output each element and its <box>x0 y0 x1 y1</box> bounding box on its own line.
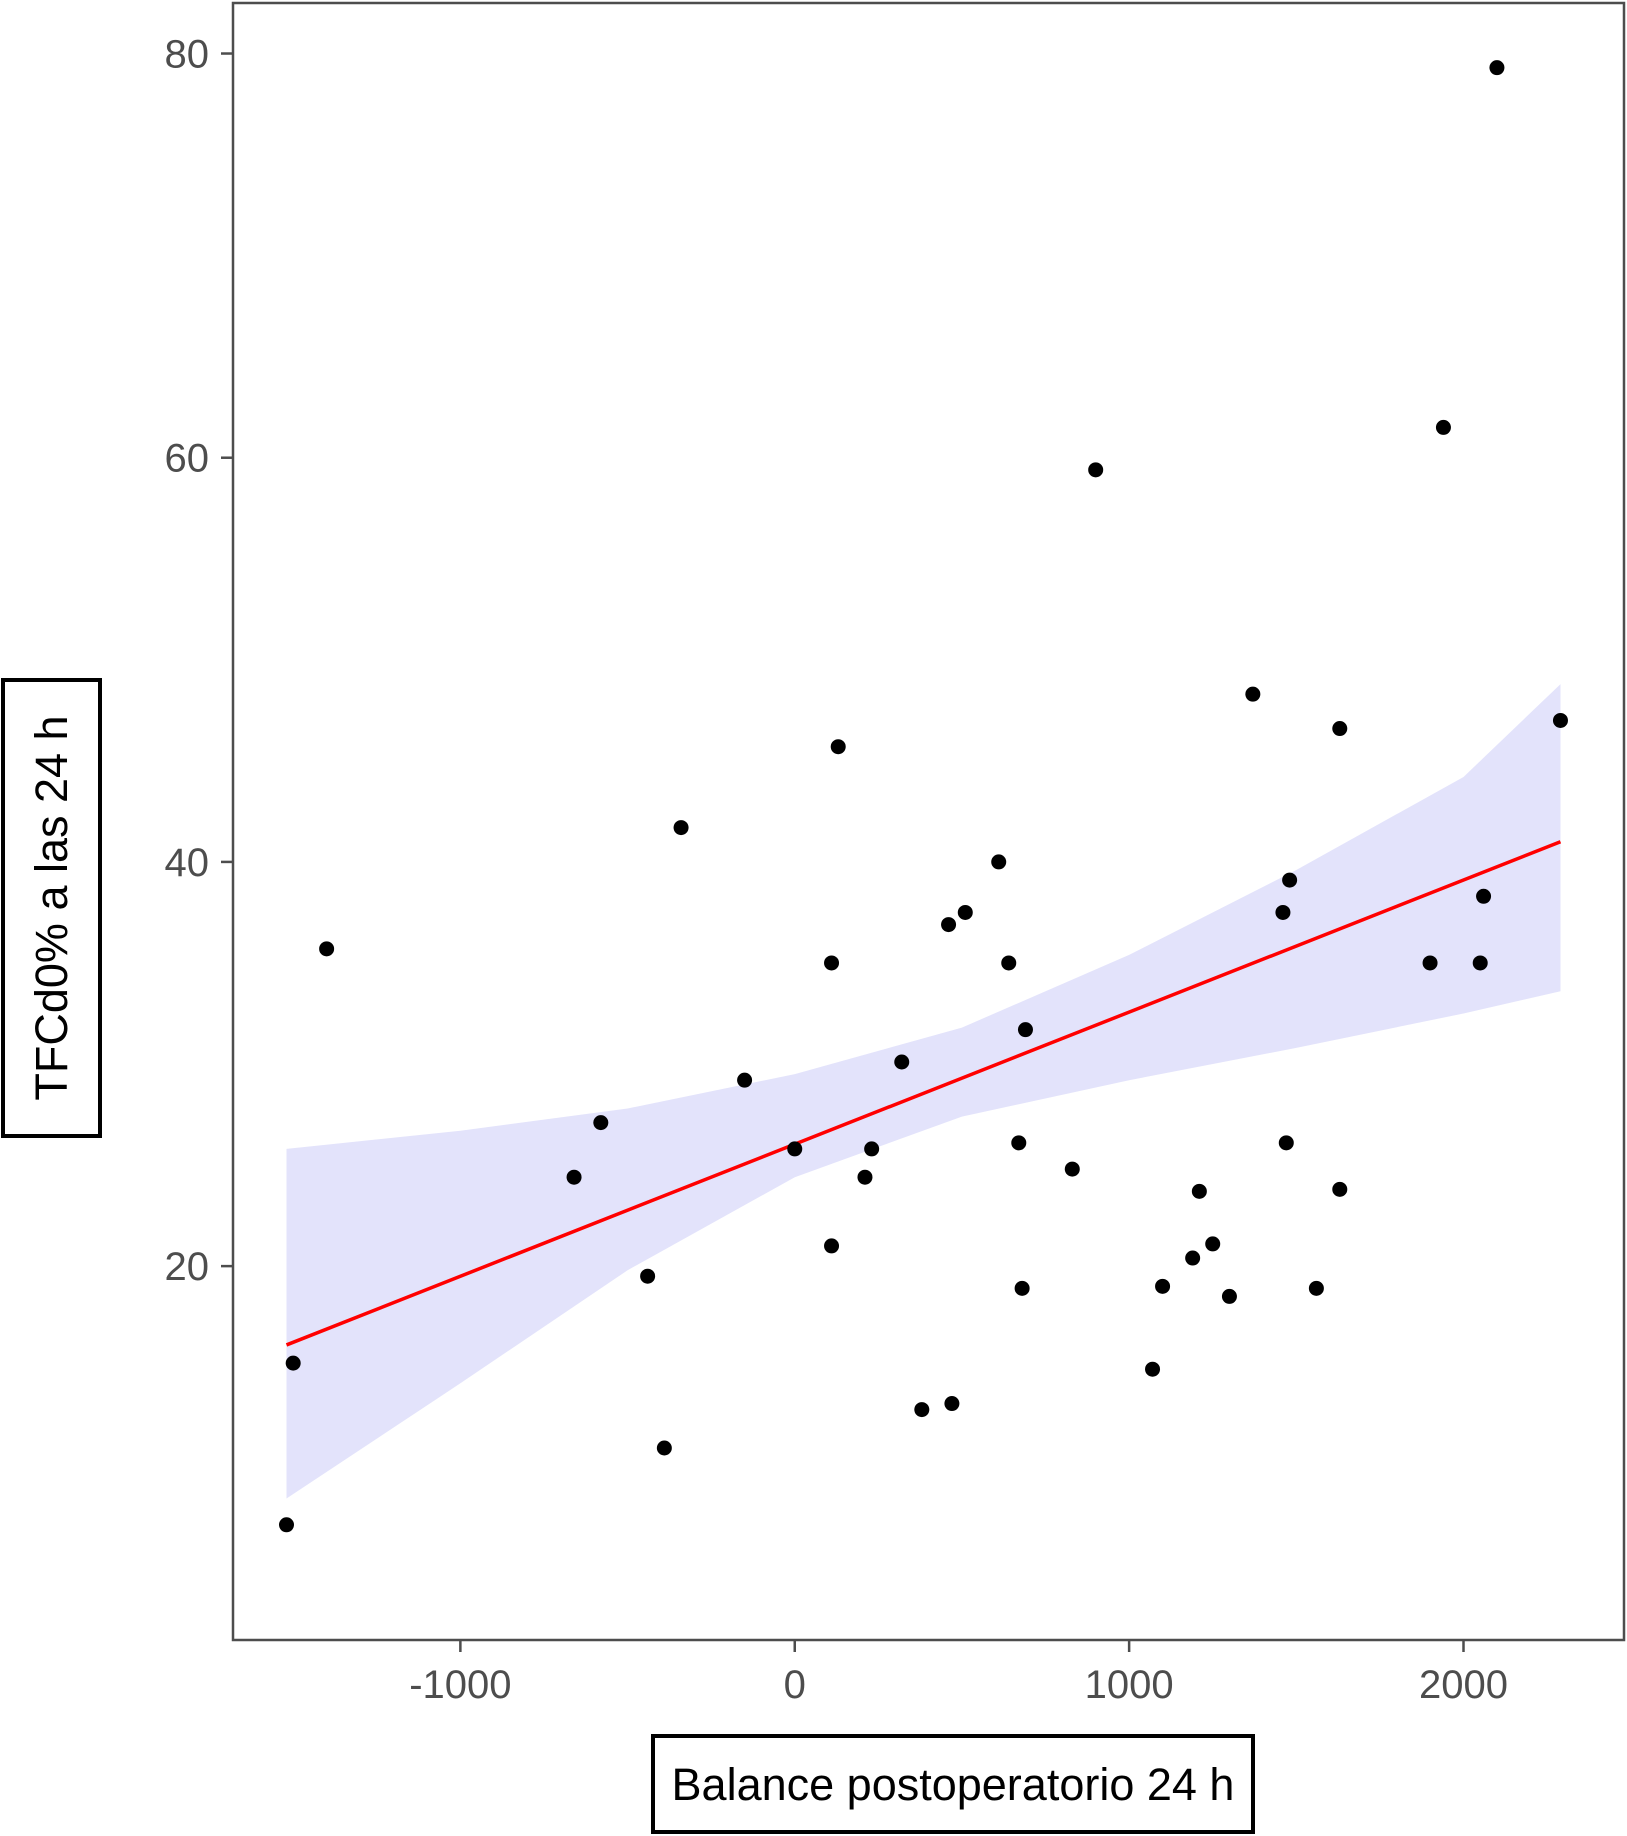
data-point <box>1064 1161 1080 1177</box>
data-point <box>1017 1022 1033 1038</box>
data-point <box>1308 1280 1324 1296</box>
data-point <box>1145 1361 1161 1377</box>
data-point <box>830 739 846 755</box>
data-point <box>1014 1280 1030 1296</box>
data-point <box>1001 955 1017 971</box>
x-tick-label: -1000 <box>409 1663 511 1707</box>
data-point <box>1332 721 1348 737</box>
data-point <box>894 1054 910 1070</box>
data-point <box>957 904 973 920</box>
data-point <box>1275 904 1291 920</box>
data-point <box>914 1402 930 1418</box>
y-axis-title-box: TFCd0% a las 24 h <box>1 678 102 1138</box>
data-point <box>864 1141 880 1157</box>
data-point <box>1552 712 1568 728</box>
x-tick-label: 0 <box>784 1663 806 1707</box>
data-point <box>640 1268 656 1284</box>
x-axis: -1000 0 1000 2000 <box>409 1640 1508 1707</box>
data-point <box>1185 1250 1201 1266</box>
y-tick-label: 20 <box>165 1245 210 1289</box>
data-points-layer <box>279 60 1568 1533</box>
y-tick-label: 80 <box>165 33 210 77</box>
data-point <box>1191 1183 1207 1199</box>
data-point <box>824 955 840 971</box>
data-point <box>1472 955 1488 971</box>
data-point <box>941 917 957 933</box>
data-point <box>991 854 1007 870</box>
data-point <box>285 1355 301 1371</box>
regression-line <box>285 840 1562 1347</box>
data-point <box>737 1072 753 1088</box>
data-point <box>787 1141 803 1157</box>
data-point <box>319 941 335 957</box>
x-tick-label: 1000 <box>1085 1663 1174 1707</box>
data-point <box>944 1396 960 1412</box>
fit-line-layer <box>285 840 1562 1347</box>
data-point <box>1245 686 1261 702</box>
confidence-band-layer <box>286 684 1561 1499</box>
data-point <box>1282 872 1298 888</box>
data-point <box>857 1169 873 1185</box>
data-point <box>1088 462 1104 478</box>
data-point <box>1155 1278 1171 1294</box>
x-axis-title: Balance postoperatorio 24 h <box>672 1759 1235 1810</box>
y-axis: 20 40 60 80 <box>165 33 233 1289</box>
data-point <box>279 1517 294 1533</box>
data-point <box>1278 1135 1294 1151</box>
data-point <box>1422 955 1438 971</box>
plot-panel-border <box>231 1 1626 1642</box>
data-point <box>1332 1181 1348 1197</box>
y-tick-label: 40 <box>165 841 210 885</box>
x-axis-title-box: Balance postoperatorio 24 h <box>651 1734 1255 1834</box>
data-point <box>593 1115 609 1131</box>
data-point <box>566 1169 582 1185</box>
data-point <box>824 1238 840 1254</box>
data-point <box>1205 1236 1221 1252</box>
data-point <box>1489 60 1505 76</box>
y-axis-title: TFCd0% a las 24 h <box>26 715 77 1100</box>
data-point <box>656 1440 672 1456</box>
data-point <box>673 820 689 836</box>
data-point <box>1476 888 1492 904</box>
data-point <box>1221 1288 1237 1304</box>
data-point <box>1435 419 1451 435</box>
data-point <box>1011 1135 1027 1151</box>
y-tick-label: 60 <box>165 437 210 481</box>
x-tick-label: 2000 <box>1419 1663 1508 1707</box>
confidence-band <box>286 684 1561 1499</box>
